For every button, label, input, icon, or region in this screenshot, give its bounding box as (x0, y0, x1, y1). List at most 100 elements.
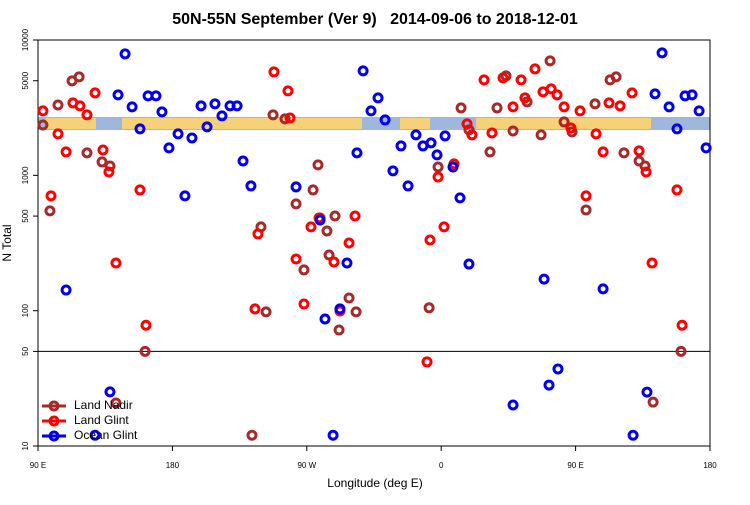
point (633, 145, 645, 157)
point (282, 85, 294, 97)
point (321, 225, 333, 237)
point (639, 160, 651, 172)
point (614, 100, 626, 112)
point (574, 105, 586, 117)
point (37, 119, 49, 131)
point (507, 399, 519, 411)
y-tick-label: 10 (21, 441, 30, 450)
point (134, 184, 146, 196)
point (519, 92, 531, 104)
point (432, 161, 444, 173)
x-tick-label: 90 E (567, 461, 583, 470)
point (431, 149, 443, 161)
point (365, 105, 377, 117)
point (686, 89, 698, 101)
point (421, 356, 433, 368)
point (216, 110, 228, 122)
point (290, 253, 302, 265)
point (37, 105, 49, 117)
point (112, 89, 124, 101)
point (45, 190, 57, 202)
point (81, 109, 93, 121)
point (186, 132, 198, 144)
point (357, 65, 369, 77)
point (246, 429, 258, 441)
plot-frame (37, 39, 711, 447)
point (334, 303, 346, 315)
band-yellow (476, 118, 651, 129)
point (110, 257, 122, 269)
point (298, 298, 310, 310)
point (497, 72, 509, 84)
point (349, 210, 361, 222)
point (466, 129, 478, 141)
point (249, 303, 261, 315)
point (484, 146, 496, 158)
point (640, 166, 652, 178)
point (97, 144, 109, 156)
point (252, 228, 264, 240)
point (545, 83, 557, 95)
point (351, 147, 363, 159)
point (290, 181, 302, 193)
point (447, 161, 459, 173)
point (646, 257, 658, 269)
point (350, 306, 362, 318)
point (89, 429, 101, 441)
point (424, 234, 436, 246)
point (307, 184, 319, 196)
point (671, 123, 683, 135)
point (104, 160, 116, 172)
point (589, 98, 601, 110)
point (323, 249, 335, 261)
point (60, 284, 72, 296)
chart-title: 50N-55N September (Ver 9) 2014-09-06 to … (172, 11, 578, 28)
point (439, 130, 451, 142)
point (268, 66, 280, 78)
point (558, 101, 570, 113)
series-2 (60, 47, 712, 441)
point (438, 221, 450, 233)
point (134, 123, 146, 135)
x-tick-label: 180 (703, 461, 717, 470)
point (231, 100, 243, 112)
point (305, 221, 317, 233)
point (486, 127, 498, 139)
legend-marker (48, 430, 60, 442)
point (507, 125, 519, 137)
legend-label: Land Nadir (74, 398, 133, 412)
point (73, 71, 85, 83)
point (139, 345, 151, 357)
point (150, 90, 162, 102)
series-1 (37, 63, 688, 368)
point (597, 283, 609, 295)
point (341, 257, 353, 269)
point (156, 106, 168, 118)
point (626, 87, 638, 99)
point (387, 165, 399, 177)
point (327, 429, 339, 441)
point (649, 88, 661, 100)
point (647, 396, 659, 408)
point (298, 264, 310, 276)
point (515, 74, 527, 86)
point (580, 204, 592, 216)
legend-label: Ocean Glint (74, 428, 138, 442)
point (463, 258, 475, 270)
y-axis-label: N Total (0, 224, 14, 261)
dense-band (38, 117, 710, 130)
point (314, 214, 326, 226)
x-axis-label: Longitude (deg E) (327, 476, 422, 490)
band-yellow (46, 118, 96, 129)
point (597, 146, 609, 158)
point (201, 121, 213, 133)
y-tick-label: 100 (21, 303, 30, 317)
point (410, 129, 422, 141)
point (543, 379, 555, 391)
point (425, 137, 437, 149)
point (172, 128, 184, 140)
point (372, 92, 384, 104)
